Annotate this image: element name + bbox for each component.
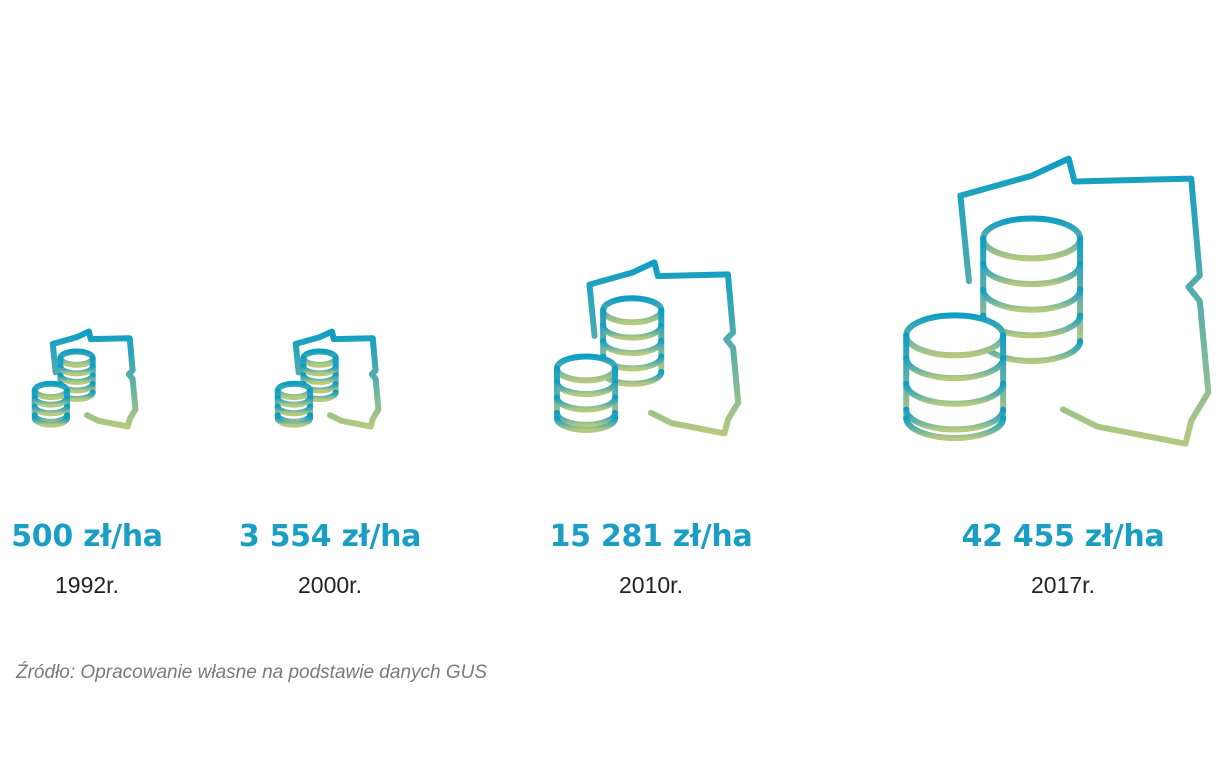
value-label: 500 zł/ha [11, 519, 163, 554]
year-label: 1992r. [55, 572, 119, 598]
value-label: 15 281 zł/ha [549, 519, 753, 554]
year-label: 2017r. [1031, 572, 1095, 598]
icon-mark-2000 [278, 332, 379, 427]
icon-mark-1992 [35, 332, 136, 427]
icon-mark-2010 [557, 262, 738, 433]
value-label: 3 554 zł/ha [238, 519, 422, 554]
year-label: 2010r. [619, 572, 683, 598]
icon-mark-2017 [906, 159, 1208, 444]
source-note: Źródło: Opracowanie własne na podstawie … [16, 662, 488, 683]
value-label: 42 455 zł/ha [961, 519, 1165, 554]
year-label: 2000r. [298, 572, 362, 598]
